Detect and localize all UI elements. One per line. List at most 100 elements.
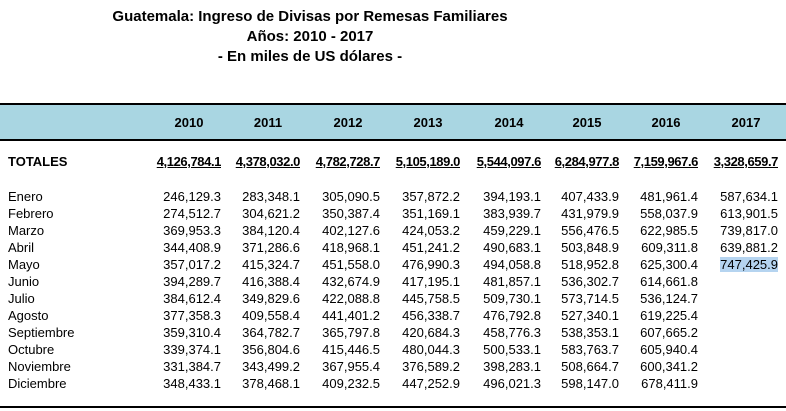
cell-2016[interactable]: 614,661.8 <box>640 274 698 289</box>
cell-2012[interactable]: 402,127.6 <box>322 223 380 238</box>
year-header-2014[interactable]: 2014 <box>494 115 524 130</box>
cell-2017[interactable]: 3,328,659.7 <box>713 154 779 169</box>
cell-2011[interactable]: 343,499.2 <box>242 359 300 374</box>
cell-2012[interactable]: 418,968.1 <box>322 240 380 255</box>
row-label[interactable]: Abril <box>8 240 35 255</box>
cell-2012[interactable]: 432,674.9 <box>322 274 380 289</box>
cell-2014[interactable]: 476,792.8 <box>483 308 541 323</box>
cell-2013[interactable]: 476,990.3 <box>402 257 460 272</box>
row-label[interactable]: Marzo <box>8 223 45 238</box>
cell-2011[interactable]: 283,348.1 <box>242 189 300 204</box>
row-label[interactable]: Julio <box>8 291 35 306</box>
cell-2014[interactable]: 394,193.1 <box>483 189 541 204</box>
cell-2016[interactable]: 622,985.5 <box>640 223 698 238</box>
row-label[interactable]: TOTALES <box>8 154 68 169</box>
year-header-2015[interactable]: 2015 <box>572 115 602 130</box>
cell-2013[interactable]: 480,044.3 <box>402 342 460 357</box>
year-header-2017[interactable]: 2017 <box>731 115 761 130</box>
cell-2011[interactable]: 415,324.7 <box>242 257 300 272</box>
cell-2016[interactable]: 678,411.9 <box>641 376 698 391</box>
cell-2011[interactable]: 304,621.2 <box>242 206 300 221</box>
cell-2011[interactable]: 371,286.6 <box>242 240 300 255</box>
cell-2010[interactable]: 344,408.9 <box>163 240 221 255</box>
year-header-2012[interactable]: 2012 <box>333 115 363 130</box>
cell-2017[interactable]: 613,901.5 <box>720 206 778 221</box>
cell-2010[interactable]: 377,358.3 <box>163 308 221 323</box>
cell-2012[interactable]: 422,088.8 <box>322 291 380 306</box>
cell-2015[interactable]: 556,476.5 <box>561 223 619 238</box>
row-label[interactable]: Febrero <box>8 206 54 221</box>
cell-2013[interactable]: 445,758.5 <box>402 291 460 306</box>
cell-2014[interactable]: 459,229.1 <box>483 223 541 238</box>
cell-2013[interactable]: 420,684.3 <box>402 325 460 340</box>
row-label[interactable]: Agosto <box>8 308 49 323</box>
cell-2013[interactable]: 456,338.7 <box>402 308 460 323</box>
cell-2010[interactable]: 384,612.4 <box>163 291 221 306</box>
cell-2016[interactable]: 600,341.2 <box>640 359 698 374</box>
cell-2013[interactable]: 5,105,189.0 <box>395 154 461 169</box>
cell-2013[interactable]: 424,053.2 <box>402 223 460 238</box>
year-header-2011[interactable]: 2011 <box>253 115 283 130</box>
cell-2016[interactable]: 619,225.4 <box>640 308 698 323</box>
cell-2016[interactable]: 609,311.8 <box>641 240 698 255</box>
cell-2011[interactable]: 409,558.4 <box>242 308 300 323</box>
cell-2010[interactable]: 4,126,784.1 <box>156 154 222 169</box>
cell-2011[interactable]: 416,388.4 <box>242 274 300 289</box>
cell-2011[interactable]: 378,468.1 <box>242 376 300 391</box>
year-header-2016[interactable]: 2016 <box>651 115 681 130</box>
cell-2014[interactable]: 490,683.1 <box>483 240 541 255</box>
row-label[interactable]: Enero <box>8 189 43 204</box>
cell-2012[interactable]: 365,797.8 <box>322 325 380 340</box>
cell-2011[interactable]: 364,782.7 <box>242 325 300 340</box>
cell-2015[interactable]: 407,433.9 <box>561 189 619 204</box>
cell-2010[interactable]: 357,017.2 <box>163 257 221 272</box>
cell-2015[interactable]: 536,302.7 <box>561 274 619 289</box>
cell-2012[interactable]: 409,232.5 <box>322 376 380 391</box>
cell-2015[interactable]: 503,848.9 <box>561 240 619 255</box>
cell-2014[interactable]: 383,939.7 <box>483 206 541 221</box>
cell-2013[interactable]: 351,169.1 <box>402 206 460 221</box>
row-label[interactable]: Septiembre <box>8 325 75 340</box>
cell-2010[interactable]: 339,374.1 <box>163 342 221 357</box>
cell-2013[interactable]: 417,195.1 <box>402 274 460 289</box>
year-header-2013[interactable]: 2013 <box>413 115 443 130</box>
cell-2015[interactable]: 598,147.0 <box>561 376 619 391</box>
cell-2010[interactable]: 369,953.3 <box>163 223 221 238</box>
cell-2016[interactable]: 605,940.4 <box>640 342 698 357</box>
cell-2015[interactable]: 538,353.1 <box>561 325 619 340</box>
row-label[interactable]: Noviembre <box>8 359 71 374</box>
selected-cell-highlight[interactable]: 747,425.9 <box>720 257 778 272</box>
cell-2017[interactable]: 747,425.9 <box>698 257 778 272</box>
cell-2014[interactable]: 496,021.3 <box>483 376 541 391</box>
row-label[interactable]: Junio <box>8 274 40 289</box>
cell-2012[interactable]: 367,955.4 <box>322 359 380 374</box>
cell-2014[interactable]: 481,857.1 <box>483 274 541 289</box>
cell-2015[interactable]: 583,763.7 <box>561 342 619 357</box>
cell-2013[interactable]: 451,241.2 <box>402 240 460 255</box>
cell-2017[interactable]: 739,817.0 <box>720 223 778 238</box>
cell-2012[interactable]: 441,401.2 <box>322 308 380 323</box>
cell-2015[interactable]: 431,979.9 <box>561 206 619 221</box>
cell-2012[interactable]: 415,446.5 <box>322 342 380 357</box>
cell-2010[interactable]: 359,310.4 <box>163 325 221 340</box>
cell-2012[interactable]: 350,387.4 <box>322 206 380 221</box>
row-label[interactable]: Octubre <box>8 342 55 357</box>
cell-2013[interactable]: 357,872.2 <box>402 189 460 204</box>
cell-2014[interactable]: 5,544,097.6 <box>476 154 542 169</box>
cell-2016[interactable]: 607,665.2 <box>640 325 698 340</box>
cell-2015[interactable]: 508,664.7 <box>561 359 619 374</box>
cell-2010[interactable]: 331,384.7 <box>163 359 221 374</box>
cell-2011[interactable]: 349,829.6 <box>242 291 300 306</box>
cell-2016[interactable]: 625,300.4 <box>640 257 698 272</box>
cell-2016[interactable]: 481,961.4 <box>640 189 698 204</box>
row-label[interactable]: Diciembre <box>8 376 67 391</box>
cell-2015[interactable]: 6,284,977.8 <box>554 154 620 169</box>
cell-2013[interactable]: 376,589.2 <box>402 359 460 374</box>
cell-2012[interactable]: 451,558.0 <box>322 257 380 272</box>
cell-2011[interactable]: 356,804.6 <box>242 342 300 357</box>
cell-2016[interactable]: 558,037.9 <box>640 206 698 221</box>
cell-2012[interactable]: 305,090.5 <box>322 189 380 204</box>
cell-2010[interactable]: 246,129.3 <box>163 189 221 204</box>
cell-2013[interactable]: 447,252.9 <box>402 376 460 391</box>
cell-2011[interactable]: 4,378,032.0 <box>235 154 301 169</box>
